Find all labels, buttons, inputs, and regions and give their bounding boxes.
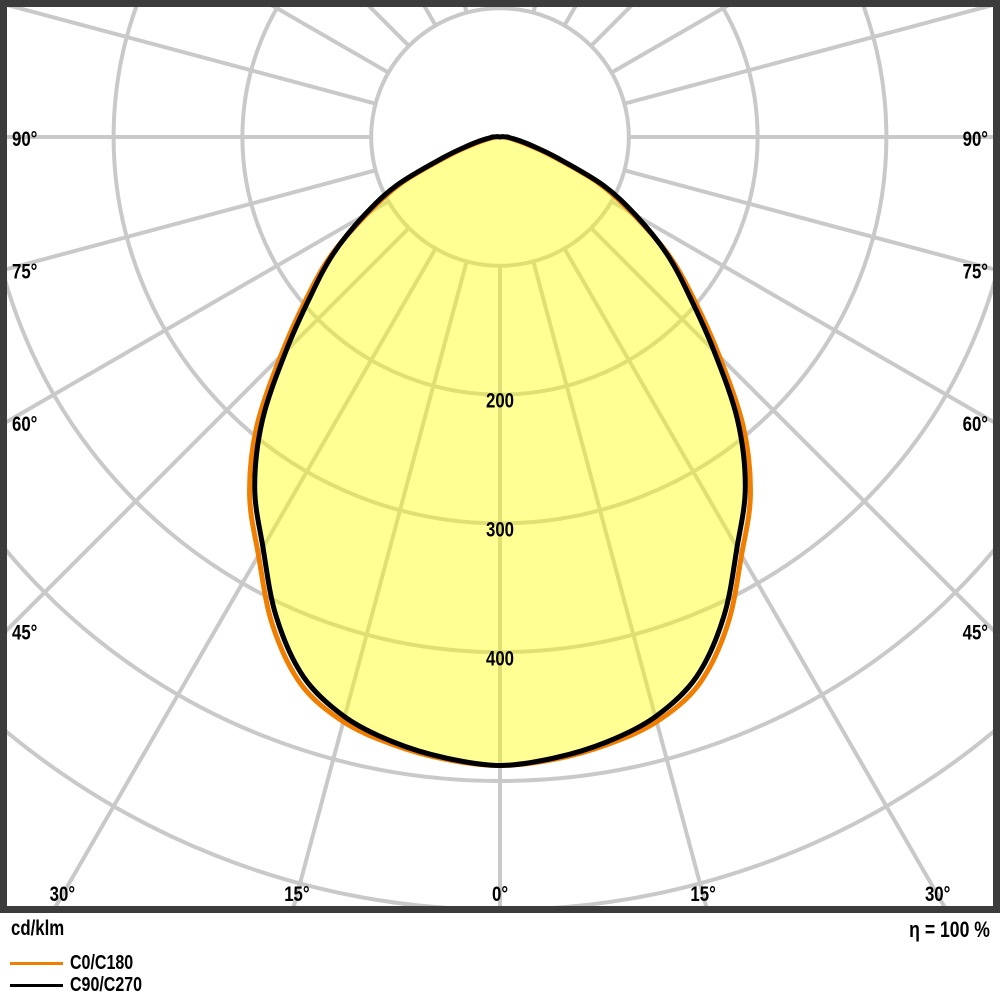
svg-text:400: 400 — [486, 648, 514, 671]
svg-text:75°: 75° — [12, 261, 37, 284]
svg-text:15°: 15° — [690, 883, 715, 906]
polar-intensity-chart: 200 300 400 90° 75° 60° 45° 90° 75° 60° 45° 30° 15° 0… — [0, 0, 1000, 913]
legend-line-swatch-c90 — [10, 984, 63, 987]
legend-label: C0/C180 — [70, 952, 134, 974]
svg-text:90°: 90° — [12, 128, 37, 151]
units-label-text: cd/klm — [11, 917, 65, 940]
svg-text:300: 300 — [486, 519, 514, 542]
svg-text:200: 200 — [486, 390, 514, 413]
units-label: cd/klm — [11, 917, 78, 941]
svg-text:60°: 60° — [12, 413, 37, 436]
legend-label: C90/C270 — [70, 974, 143, 996]
svg-text:90°: 90° — [963, 128, 988, 151]
efficiency-label-text: η = 100 % — [909, 917, 990, 942]
legend-line-swatch-c0 — [10, 962, 63, 965]
svg-text:30°: 30° — [50, 883, 75, 906]
svg-text:0°: 0° — [492, 883, 508, 906]
svg-text:45°: 45° — [12, 622, 37, 645]
svg-text:60°: 60° — [963, 413, 988, 436]
svg-text:45°: 45° — [963, 622, 988, 645]
svg-text:30°: 30° — [925, 883, 950, 906]
svg-text:15°: 15° — [284, 883, 309, 906]
efficiency-label: η = 100 % — [889, 917, 990, 943]
svg-text:75°: 75° — [963, 261, 988, 284]
